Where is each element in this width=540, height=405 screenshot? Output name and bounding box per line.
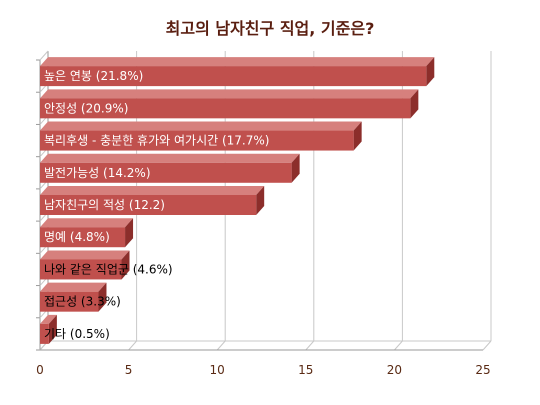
bar-label: 기타 (0.5%): [44, 327, 110, 341]
bar-front-face: [40, 259, 122, 280]
bar-label: 접근성 (3.3%): [44, 295, 121, 309]
x-axis-ticks: 0 5 10 15 20 25: [36, 363, 490, 377]
bar-side-face: [98, 282, 107, 312]
floor-gridline: [305, 340, 315, 351]
bar-front-face: [40, 291, 99, 312]
bar: [40, 153, 300, 183]
bar-top-face: [40, 314, 57, 324]
floor-gridline: [128, 340, 137, 351]
bar-front-face: [40, 162, 292, 183]
bar-labels: 높은 연봉 (21.8%) 안정성 (20.9%) 복리후생 - 충분한 휴가와 여…: [44, 69, 269, 341]
bar: [40, 250, 130, 280]
bar-label: 복리후생 - 충분한 휴가와 여가시간 (17.7%): [44, 134, 269, 148]
bar-label: 안정성 (20.9%): [44, 101, 128, 115]
bar-label: 높은 연봉 (21.8%): [44, 69, 143, 83]
bar-label: 명예 (4.8%): [44, 230, 110, 244]
bar-top-face: [40, 153, 300, 163]
bar-side-face: [125, 218, 134, 248]
bar-top-face: [40, 57, 435, 67]
bar-top-face: [40, 218, 134, 228]
bar-side-face: [48, 314, 57, 344]
x-tick-label: 10: [210, 363, 225, 377]
bar-label: 발전가능성 (14.2%): [44, 166, 151, 180]
bar-side-face: [256, 186, 265, 215]
bar-top-face: [40, 282, 107, 292]
bar-top-face: [40, 89, 419, 99]
bar-front-face: [40, 130, 354, 151]
side-wall-separator: [39, 50, 49, 61]
bar: [40, 57, 435, 87]
bar-top-face: [40, 121, 362, 131]
bar-front-face: [40, 98, 411, 119]
floor-gridline: [482, 340, 492, 351]
x-tick-label: 0: [36, 363, 44, 377]
bar-side-face: [353, 121, 362, 151]
bar-side-face: [121, 250, 130, 280]
bar-front-face: [40, 323, 49, 344]
bars: [40, 57, 435, 344]
bar-side-face: [426, 57, 435, 87]
bar-side-face: [410, 89, 419, 119]
bar-label: 남자친구의 적성 (12.2): [44, 198, 165, 212]
bar-top-face: [40, 250, 130, 260]
x-tick-label: 5: [125, 363, 133, 377]
bar-side-face: [291, 153, 300, 183]
bar: [40, 186, 265, 215]
bar: [40, 121, 362, 151]
bar: [40, 218, 134, 248]
x-tick-label: 25: [475, 363, 490, 377]
bar: [40, 89, 419, 119]
bar-front-face: [40, 227, 126, 248]
floor-gridline: [216, 340, 226, 351]
bar-label: 나와 같은 직업군 (4.6%): [44, 262, 173, 276]
floor-gridline: [394, 340, 403, 351]
bar-front-face: [40, 66, 427, 87]
bar: [40, 282, 107, 312]
x-tick-label: 20: [387, 363, 402, 377]
bar-front-face: [40, 195, 257, 215]
x-tick-label: 15: [298, 363, 313, 377]
chart-title: 최고의 남자친구 직업, 기준은?: [166, 19, 375, 38]
bar-top-face: [40, 186, 265, 195]
bar: [40, 314, 57, 344]
